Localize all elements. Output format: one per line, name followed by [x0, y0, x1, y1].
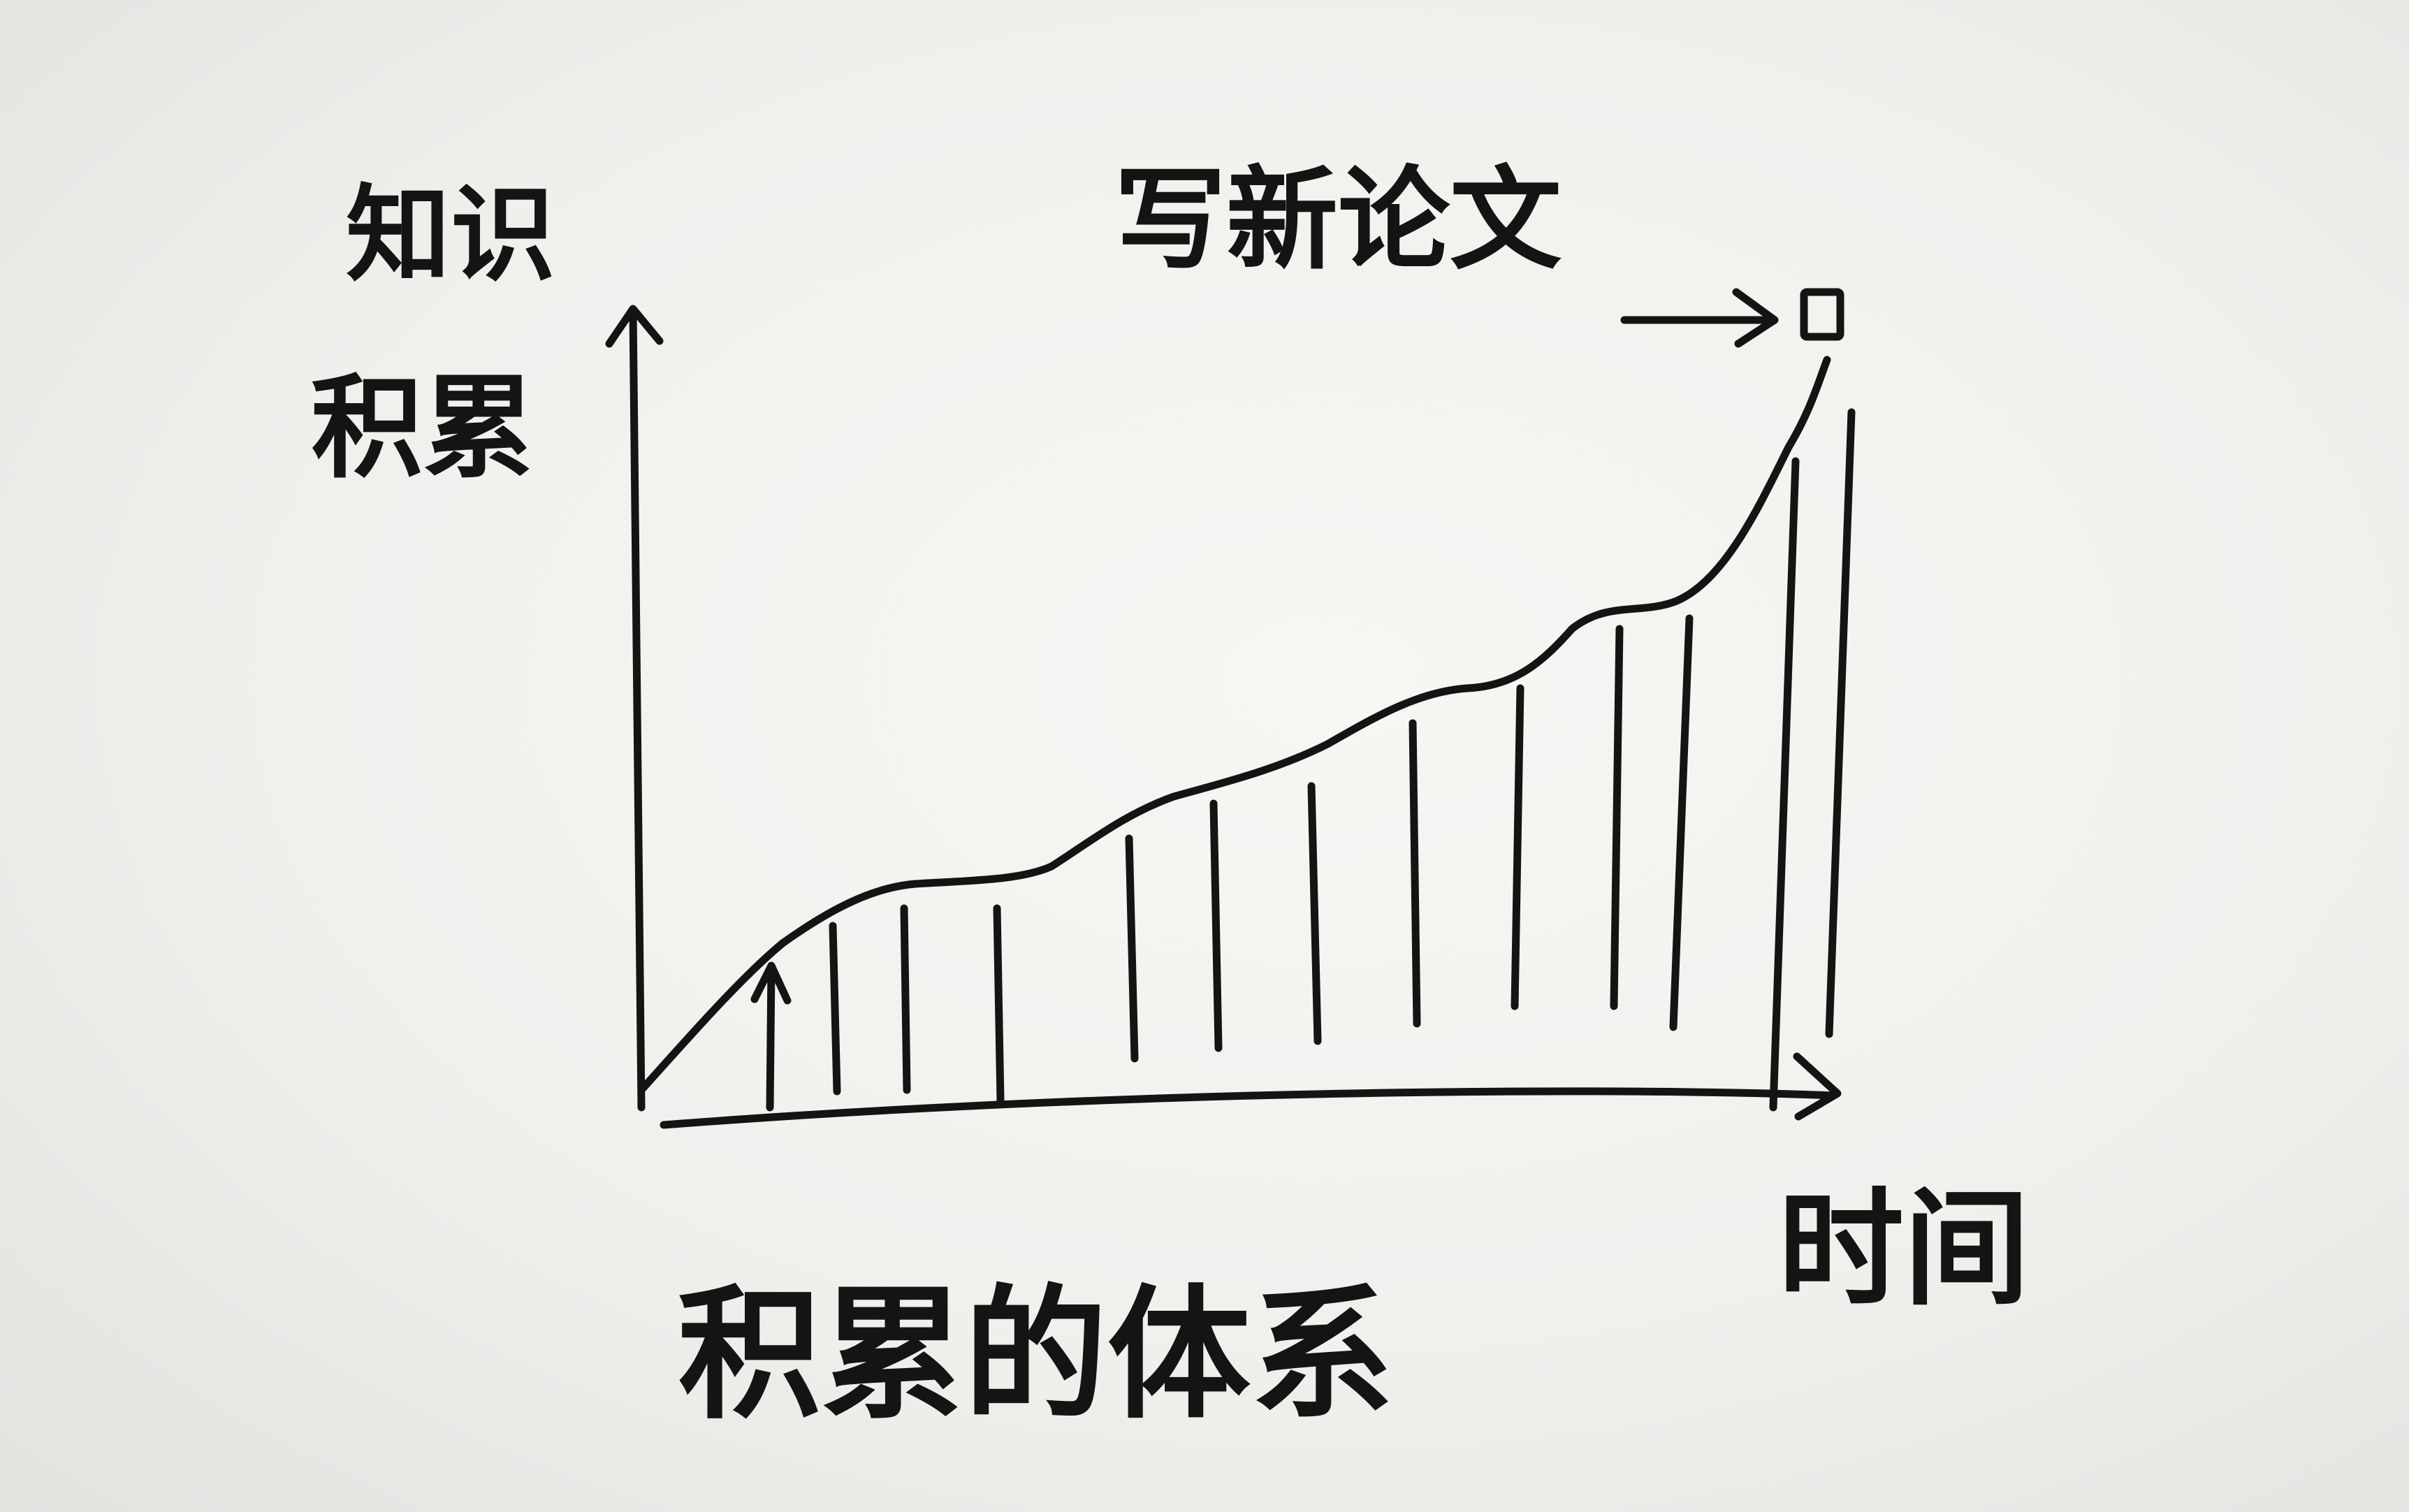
peak-annotation-arrow: [1620, 288, 1779, 348]
y-axis: [605, 305, 664, 1112]
peak-annotation-label: 写新论文: [1114, 154, 1562, 285]
x-axis: [660, 1052, 1842, 1129]
x-axis-label: 时间: [1778, 1177, 2030, 1323]
y-axis-label-line1: 知识: [346, 175, 555, 296]
y-axis-label-line2: 积累: [311, 363, 534, 493]
peak-marker: [1800, 288, 1844, 341]
knowledge-curve: [637, 356, 1831, 1094]
accumulation-hatching: [750, 408, 1856, 1112]
diagram-caption: 积累的体系: [678, 1272, 1394, 1439]
